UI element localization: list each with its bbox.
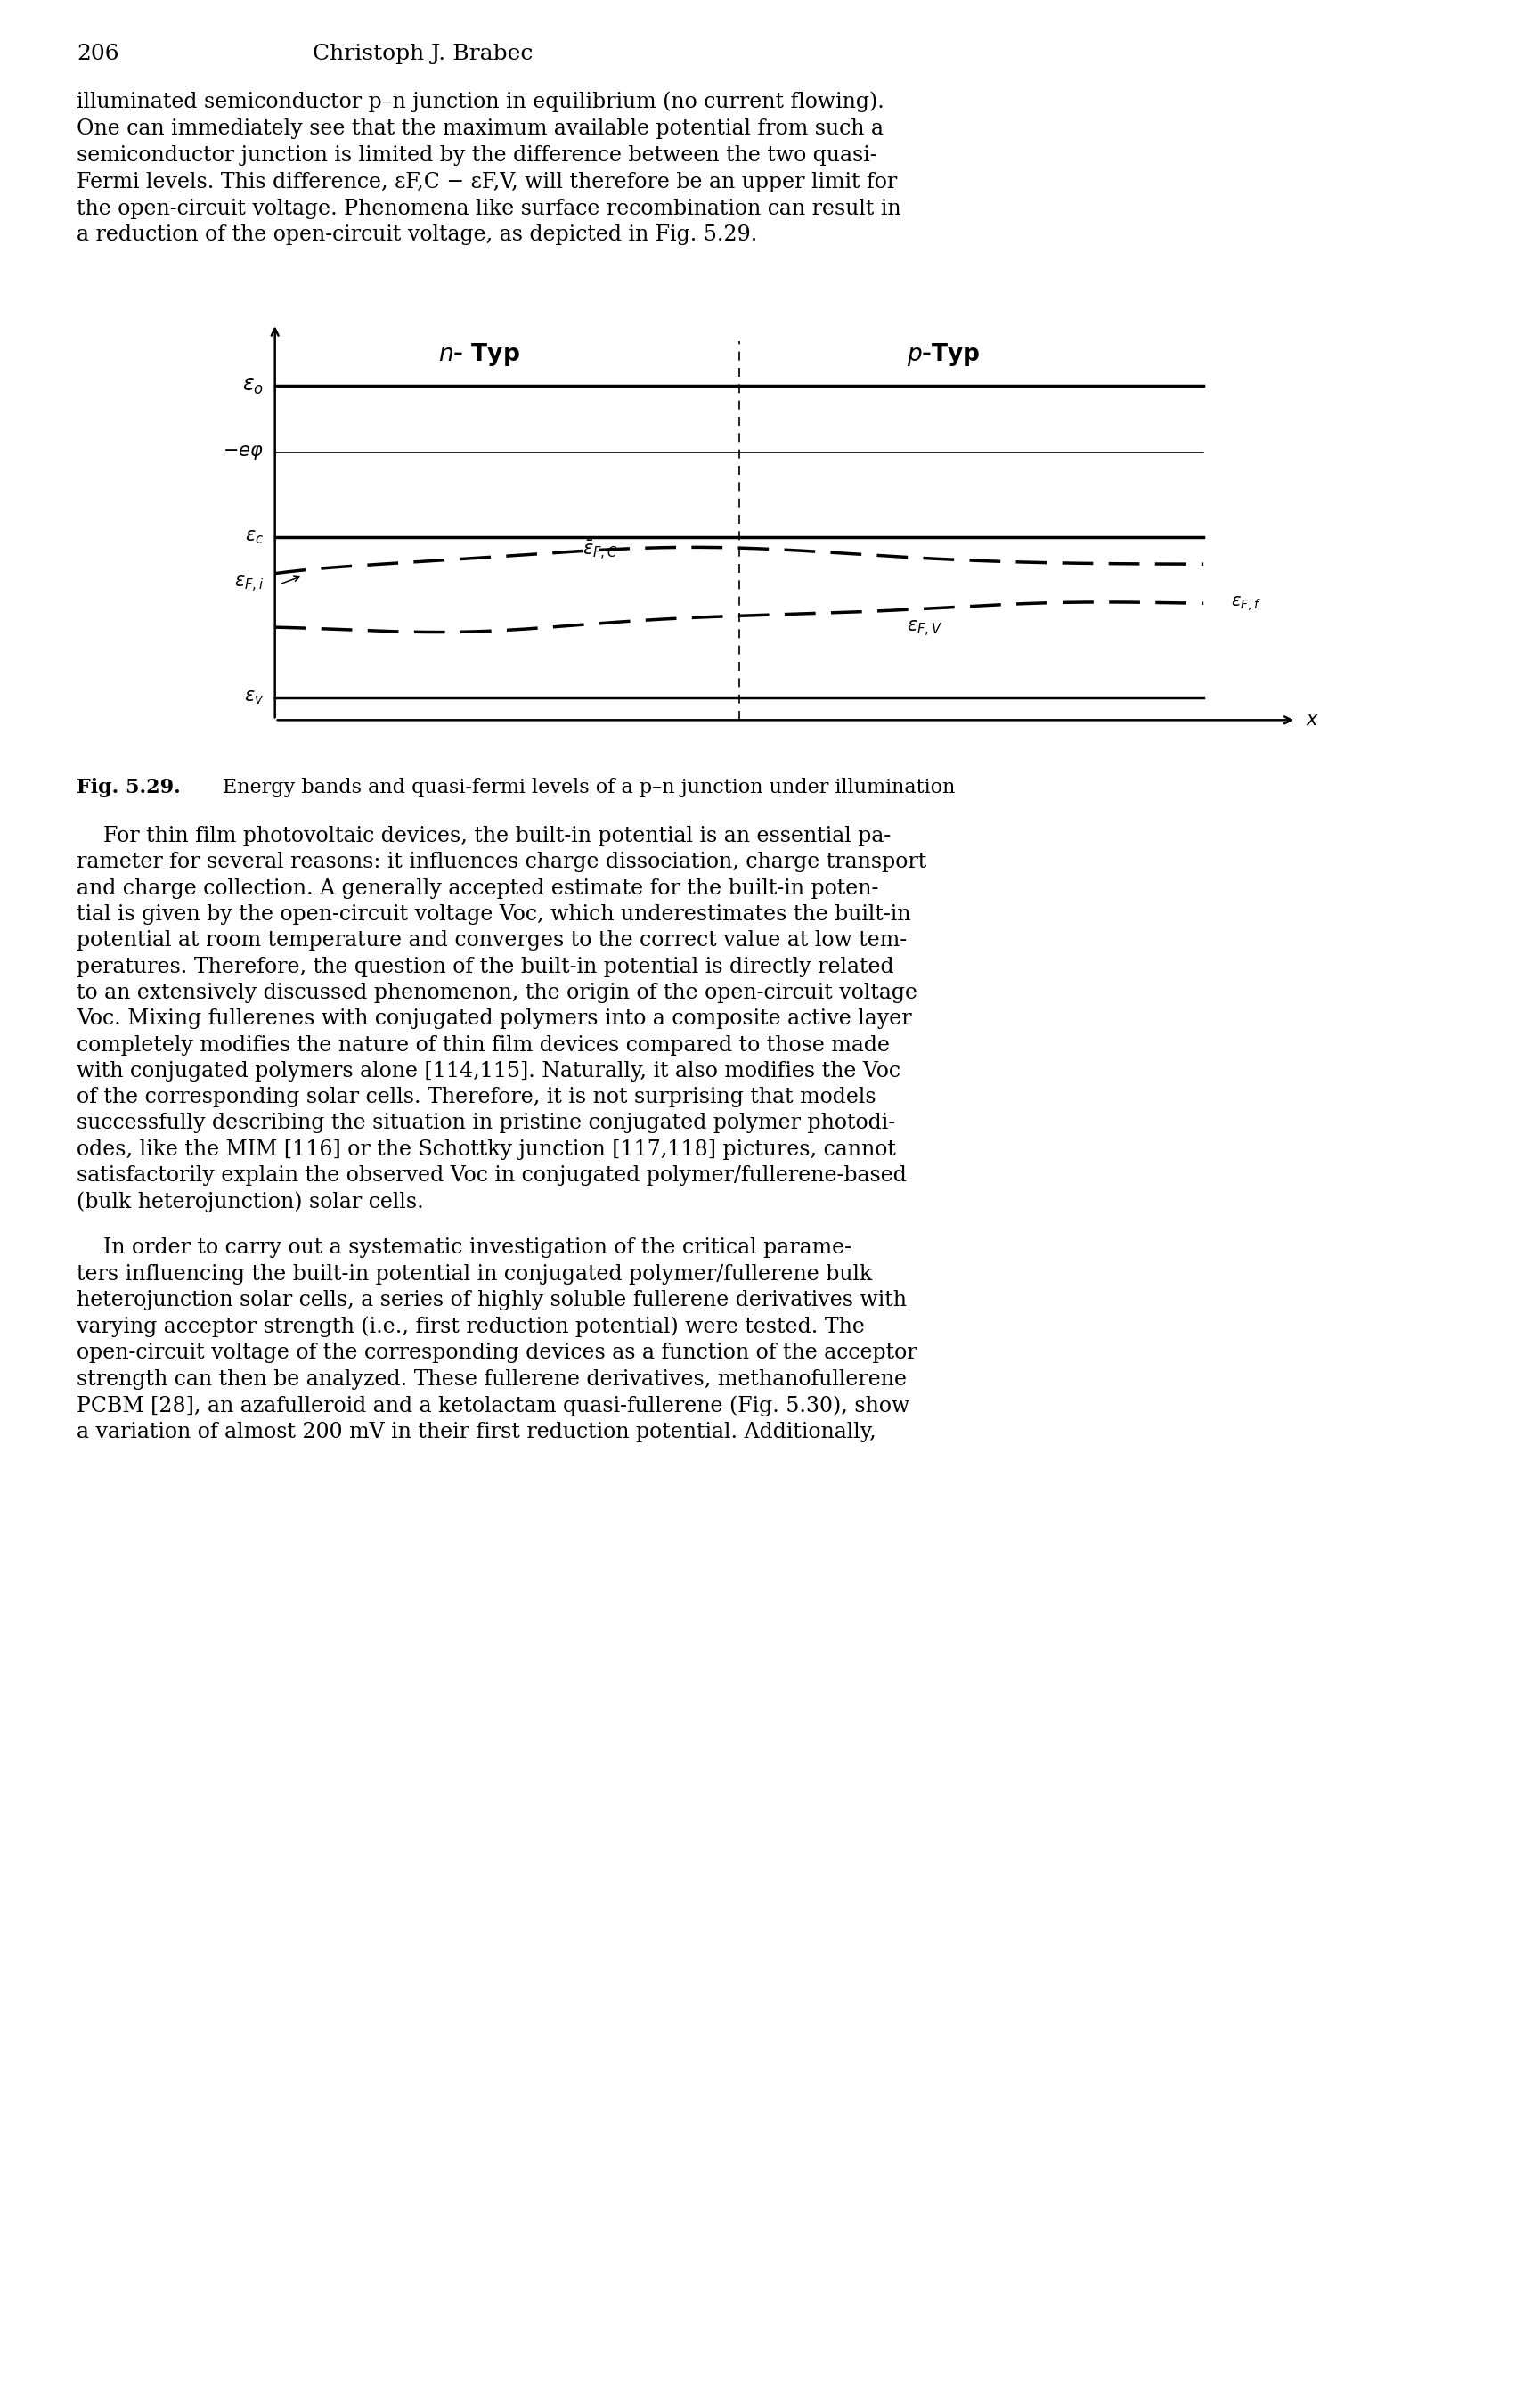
Text: $x$: $x$ bbox=[1306, 713, 1320, 730]
Text: Christoph J. Brabec: Christoph J. Brabec bbox=[313, 43, 533, 65]
Text: illuminated semiconductor p–n junction in equilibrium (no current flowing).
One : illuminated semiconductor p–n junction i… bbox=[77, 92, 901, 246]
Text: $n$- Typ: $n$- Typ bbox=[439, 342, 521, 368]
Text: For thin film photovoltaic devices, the built-in potential is an essential pa-
r: For thin film photovoltaic devices, the … bbox=[77, 826, 927, 1214]
Text: $\varepsilon_{F,f}$: $\varepsilon_{F,f}$ bbox=[1232, 595, 1261, 612]
Text: Fig. 5.29.: Fig. 5.29. bbox=[77, 778, 182, 797]
Text: $-e\varphi$: $-e\varphi$ bbox=[223, 443, 263, 462]
Text: $\varepsilon_c$: $\varepsilon_c$ bbox=[245, 530, 263, 547]
Text: $\bar{\varepsilon}_{F,C}$: $\bar{\varepsilon}_{F,C}$ bbox=[582, 537, 618, 561]
Text: $p$-Typ: $p$-Typ bbox=[907, 342, 981, 368]
Text: $\varepsilon_{F,V}$: $\varepsilon_{F,V}$ bbox=[907, 619, 942, 638]
Text: $\varepsilon_{F,i}$: $\varepsilon_{F,i}$ bbox=[234, 576, 263, 595]
Text: In order to carry out a systematic investigation of the critical parame-
ters in: In order to carry out a systematic inves… bbox=[77, 1238, 918, 1442]
Text: 206: 206 bbox=[77, 43, 120, 65]
Text: $\varepsilon_o$: $\varepsilon_o$ bbox=[242, 376, 263, 397]
Text: $\varepsilon_v$: $\varepsilon_v$ bbox=[245, 689, 263, 706]
Text: Energy bands and quasi-fermi levels of a p–n junction under illumination: Energy bands and quasi-fermi levels of a… bbox=[222, 778, 955, 797]
